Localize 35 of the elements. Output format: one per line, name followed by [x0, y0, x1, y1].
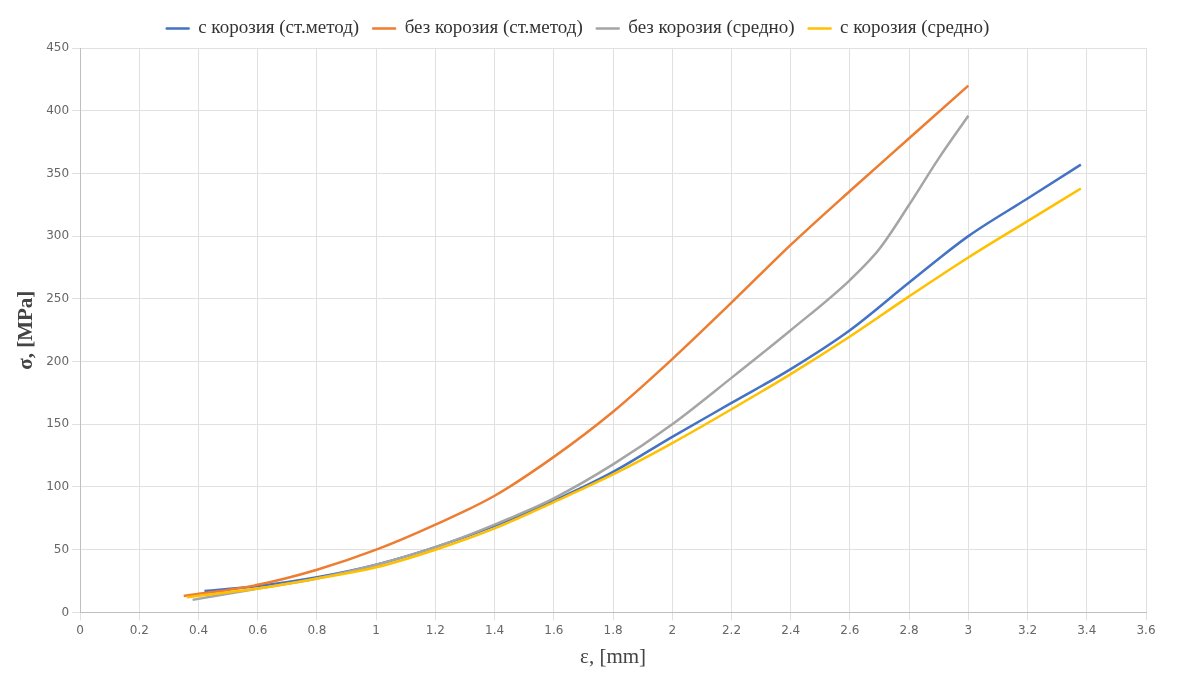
x-tick-label: 0 [76, 622, 84, 637]
x-tick-label: 3.4 [1077, 622, 1097, 637]
x-tick-label: 3.6 [1136, 622, 1156, 637]
y-tick-label: 200 [46, 353, 70, 368]
y-tick-label: 0 [61, 604, 70, 619]
x-tick-label: 2.8 [899, 622, 919, 637]
x-tick-label: 1.6 [544, 622, 564, 637]
y-tick-label: 300 [46, 228, 70, 243]
x-tick-label: 2.4 [781, 622, 801, 637]
y-tick-label: 400 [46, 102, 70, 117]
x-tick-label: 2.2 [721, 622, 742, 637]
x-tick-label: 1.8 [603, 622, 623, 637]
x-tick-label: 1.2 [425, 622, 445, 637]
legend-label: без корозия (ст.метод) [404, 16, 583, 39]
legend-label: с корозия (ст.метод) [198, 16, 360, 39]
x-tick-label: 1.4 [485, 622, 505, 637]
x-tick-label: 0.8 [307, 622, 327, 637]
y-tick-label: 250 [46, 290, 70, 305]
legend-label: с корозия (средно) [840, 16, 990, 39]
y-tick-label: 350 [46, 165, 70, 180]
x-axis-title: ε, [mm] [580, 643, 647, 668]
y-tick-label: 450 [46, 40, 70, 55]
y-axis-title: σ, [MPa] [13, 290, 38, 370]
x-tick-label: 2 [668, 622, 677, 637]
y-tick-label: 100 [46, 479, 70, 494]
y-tick-label: 150 [46, 416, 70, 431]
legend-label: без корозия (средно) [628, 16, 795, 39]
x-tick-label: 1 [372, 622, 381, 637]
x-tick-label: 0.2 [129, 622, 149, 637]
x-tick-label: 3 [964, 622, 973, 637]
y-tick-label: 50 [53, 541, 70, 556]
x-tick-label: 0.6 [248, 622, 268, 637]
x-tick-label: 3.2 [1018, 622, 1038, 637]
x-tick-label: 0.4 [188, 622, 209, 637]
x-tick-label: 2.6 [840, 622, 860, 637]
